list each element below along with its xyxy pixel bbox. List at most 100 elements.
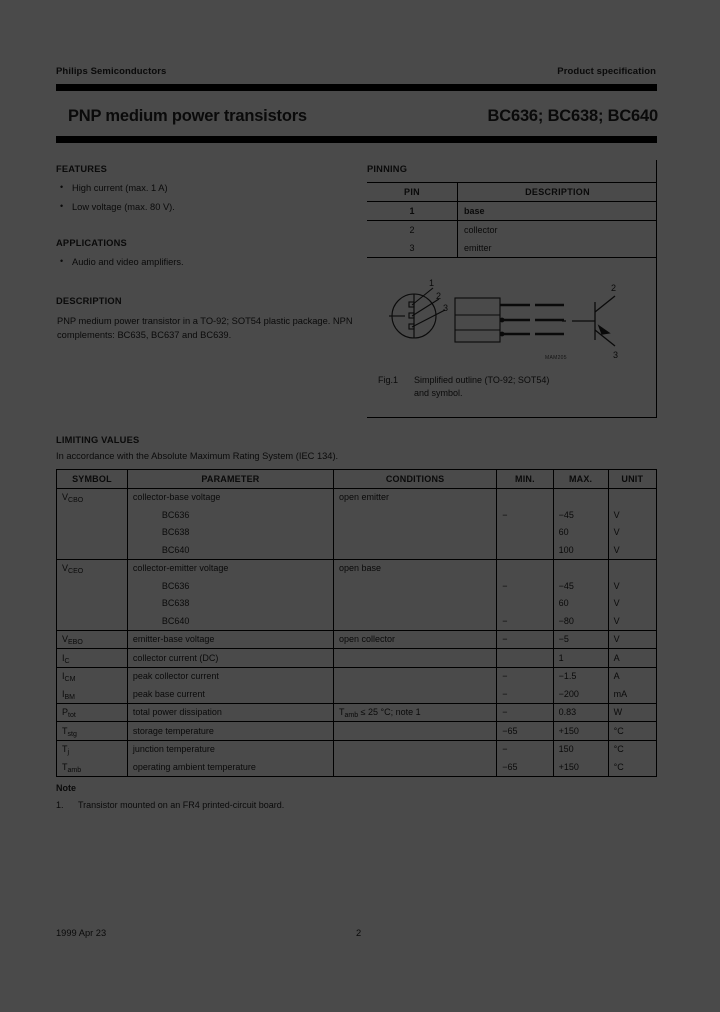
cell-parameter: operating ambient temperature xyxy=(127,758,334,777)
cell-min: − xyxy=(496,506,554,524)
cell-unit: V xyxy=(608,630,658,649)
limiting-values-subtitle: In accordance with the Absolute Maximum … xyxy=(56,451,339,461)
page-footer: 1999 Apr 23 2 xyxy=(56,928,657,938)
cell-parameter: BC636 xyxy=(127,577,334,595)
pin-description: emitter xyxy=(457,239,657,258)
page-header: Philips Semiconductors Product specifica… xyxy=(56,66,656,77)
column-header-unit: UNIT xyxy=(608,469,658,489)
cell-max: −5 xyxy=(553,630,609,649)
applications-heading: APPLICATIONS xyxy=(56,238,127,248)
cell-max: −80 xyxy=(553,612,609,631)
table-row: BC638 60 V xyxy=(56,523,658,541)
features-list: High current (max. 1 A) Low voltage (max… xyxy=(58,181,348,219)
cell-unit: mA xyxy=(608,685,658,704)
cell-parameter: peak base current xyxy=(127,685,334,704)
applications-list: Audio and video amplifiers. xyxy=(58,255,348,275)
list-item: Low voltage (max. 80 V). xyxy=(58,200,348,215)
cell-min: − xyxy=(496,577,554,595)
table-row: Tamb operating ambient temperature −65 +150… xyxy=(56,758,658,777)
pin-label-3: 3 xyxy=(443,303,448,313)
cell-max: 1 xyxy=(553,648,609,668)
pinning-table: PIN DESCRIPTION 1 base 2 collector 3 emi… xyxy=(367,182,657,258)
cell-max: −1.5 xyxy=(553,667,609,685)
cell-parameter: BC638 xyxy=(127,523,334,541)
column-header-parameter: PARAMETER xyxy=(127,469,334,489)
page-title: PNP medium power transistors xyxy=(68,107,307,125)
cell-conditions: open emitter xyxy=(333,488,498,506)
cell-max: −45 xyxy=(553,506,609,524)
cell-min xyxy=(496,648,554,668)
cell-conditions: Tamb ≤ 25 °C; note 1 xyxy=(333,703,498,722)
header-rule-top xyxy=(56,84,657,91)
pin-number: 1 xyxy=(367,201,458,221)
cell-unit: V xyxy=(608,506,658,524)
cell-max: 100 xyxy=(553,541,609,560)
table-row: IBM peak base current − −200 mA xyxy=(56,685,658,704)
table-row: Tstg storage temperature −65 +150 °C xyxy=(56,721,658,741)
pin-description: base xyxy=(457,201,657,221)
column-header-description: DESCRIPTION xyxy=(457,182,657,202)
cell-max: 60 xyxy=(553,523,609,541)
pin-description: collector xyxy=(464,225,498,235)
cell-max xyxy=(553,488,609,506)
table-row: VEBO emitter-base voltage open collector − −… xyxy=(56,630,658,649)
cell-parameter: BC638 xyxy=(127,594,334,612)
table-header-row: SYMBOL PARAMETER CONDITIONS MIN. MAX. UN… xyxy=(56,469,658,489)
header-rule-bottom xyxy=(56,136,657,143)
cell-conditions xyxy=(333,667,498,685)
cell-min: − xyxy=(496,630,554,649)
cell-unit: V xyxy=(608,612,658,631)
cell-symbol xyxy=(56,612,128,631)
pin-label-2: 2 xyxy=(436,291,441,301)
cell-parameter: storage temperature xyxy=(127,721,334,741)
cell-symbol xyxy=(56,577,128,595)
cell-max: 0.83 xyxy=(553,703,609,722)
cell-symbol: VCBO xyxy=(56,488,128,506)
cell-conditions xyxy=(333,648,498,668)
pinning-heading: PINNING xyxy=(367,164,408,174)
cell-min: −65 xyxy=(496,758,554,777)
note-number: 1. xyxy=(56,800,64,810)
cell-min xyxy=(496,559,554,577)
to92-top-view-icon xyxy=(389,293,437,339)
cell-unit: V xyxy=(608,577,658,595)
cell-conditions xyxy=(333,612,498,631)
cell-conditions xyxy=(333,523,498,541)
cell-parameter: collector-base voltage xyxy=(127,488,334,506)
table-row: ICM peak collector current − −1.5 A xyxy=(56,667,658,685)
cell-max: −45 xyxy=(553,577,609,595)
company-name: Philips Semiconductors xyxy=(56,66,167,77)
figure-bottom-rule xyxy=(367,417,657,419)
cell-conditions: open base xyxy=(333,559,498,577)
figure-caption-line-2: and symbol. xyxy=(414,387,463,398)
table-row: VCBO collector-base voltage open emitter xyxy=(56,488,658,506)
column-header-conditions: CONDITIONS xyxy=(333,469,498,489)
cell-symbol: Tj xyxy=(56,740,128,758)
figure-caption-line-1: Simplified outline (TO-92; SOT54) xyxy=(414,375,550,385)
cell-conditions xyxy=(333,506,498,524)
cell-max: −200 xyxy=(553,685,609,704)
list-item: Audio and video amplifiers. xyxy=(58,255,348,270)
cell-unit: °C xyxy=(608,758,658,777)
cell-symbol xyxy=(56,594,128,612)
cell-min xyxy=(496,523,554,541)
pin-number: 3 xyxy=(367,239,458,258)
cell-unit: V xyxy=(608,541,658,560)
cell-conditions xyxy=(333,594,498,612)
cell-unit: °C xyxy=(608,740,658,758)
cell-unit: °C xyxy=(608,721,658,741)
table-row: BC636 − −45 V xyxy=(56,506,658,524)
pin-label-1: 1 xyxy=(429,278,434,288)
cell-max xyxy=(553,559,609,577)
table-row: 2 collector xyxy=(367,220,657,239)
pin-number: 2 xyxy=(367,220,458,239)
cell-conditions xyxy=(333,721,498,741)
column-divider-rule xyxy=(656,160,658,418)
cell-parameter: BC640 xyxy=(127,541,334,560)
cell-parameter: peak collector current xyxy=(127,667,334,685)
cell-unit: A xyxy=(608,648,658,668)
title-row: PNP medium power transistors BC636; BC63… xyxy=(68,107,658,126)
cell-unit xyxy=(608,488,658,506)
table-row: BC640 100 V xyxy=(56,541,658,560)
cell-parameter: BC636 xyxy=(127,506,334,524)
